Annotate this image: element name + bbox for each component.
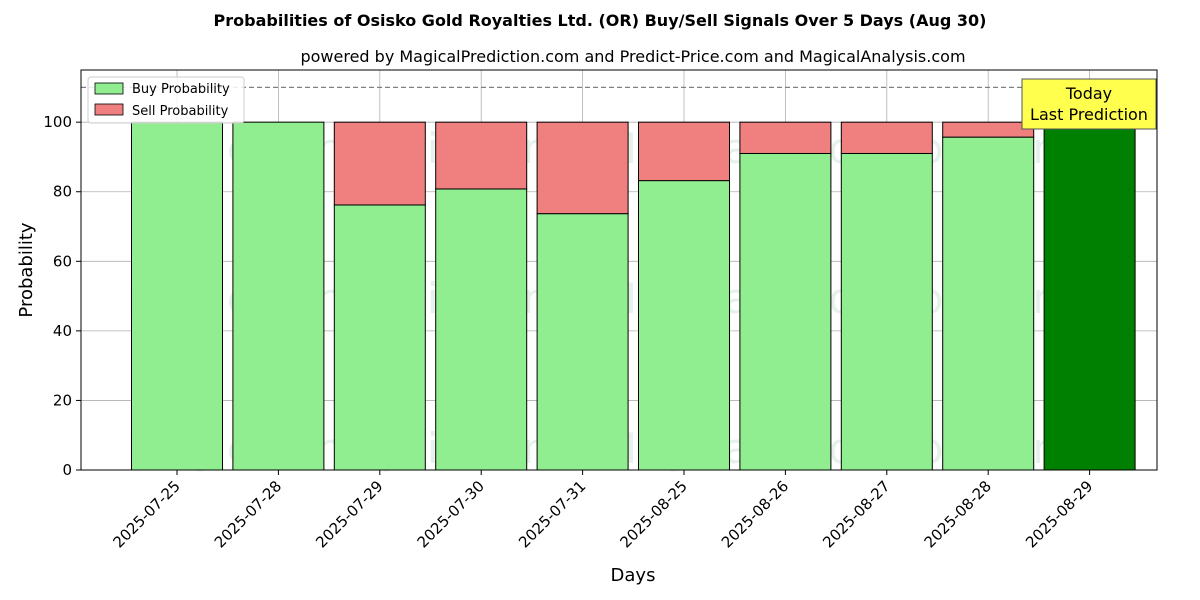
x-tick-label: 2025-07-31 (515, 477, 589, 551)
legend-swatch-buy (94, 82, 124, 95)
legend-swatch-sell (94, 103, 124, 116)
bar-buy (739, 152, 832, 471)
chart-title: Probabilities of Osisko Gold Royalties L… (214, 11, 987, 30)
bar-sell (739, 121, 832, 154)
y-axis: 0 20 40 60 80 100 (43, 113, 81, 479)
legend-box (87, 76, 245, 124)
bar-sell (536, 121, 629, 215)
bar-buy (232, 121, 325, 471)
annotation-box (1021, 78, 1157, 130)
bar-sell (840, 121, 933, 154)
bar-buy (333, 204, 426, 471)
y-tick-label: 20 (53, 391, 72, 409)
x-axis-label: Days (611, 565, 656, 586)
bars (131, 121, 1136, 471)
y-tick-label: 80 (53, 183, 72, 201)
annotation-line-2: Last Prediction (1030, 105, 1148, 124)
x-tick-label: 2025-08-25 (616, 477, 690, 551)
bar-sell (435, 121, 528, 190)
bar-buy (536, 213, 629, 471)
x-tick-label: 2025-08-27 (819, 477, 893, 551)
x-tick-label: 2025-08-29 (1022, 477, 1096, 551)
x-tick-label: 2025-07-28 (211, 477, 285, 551)
x-tick-label: 2025-08-28 (921, 477, 995, 551)
x-tick-label: 2025-07-29 (312, 477, 386, 551)
bar-buy (435, 188, 528, 471)
y-tick-label: 100 (43, 113, 72, 131)
y-tick-label: 40 (53, 322, 72, 340)
y-tick-label: 0 (62, 461, 72, 479)
plot-frame (80, 69, 1158, 471)
bar-buy (1043, 121, 1136, 471)
chart-subtitle: powered by MagicalPrediction.com and Pre… (300, 47, 965, 66)
annotation-line-1: Today (1065, 84, 1112, 103)
y-tick-label: 60 (53, 252, 72, 270)
bar-buy (131, 121, 223, 471)
x-axis: 2025-07-25 2025-07-28 2025-07-29 2025-07-30… (109, 470, 1096, 551)
x-tick-label: 2025-08-26 (718, 477, 792, 551)
legend: Buy Probability Sell Probability (87, 76, 245, 124)
legend-label-sell: Sell Probability (132, 104, 229, 119)
bar-buy (840, 152, 933, 471)
y-axis-label: Probability (16, 222, 37, 317)
x-tick-label: 2025-07-25 (109, 477, 183, 551)
bar-sell (638, 121, 730, 182)
bar-sell (942, 121, 1035, 138)
today-annotation: Today Last Prediction (1021, 78, 1157, 130)
legend-label-buy: Buy Probability (132, 82, 230, 97)
bar-buy (942, 136, 1035, 471)
bar-sell (333, 121, 426, 206)
bar-buy (638, 180, 730, 471)
x-tick-label: 2025-07-30 (414, 477, 488, 551)
